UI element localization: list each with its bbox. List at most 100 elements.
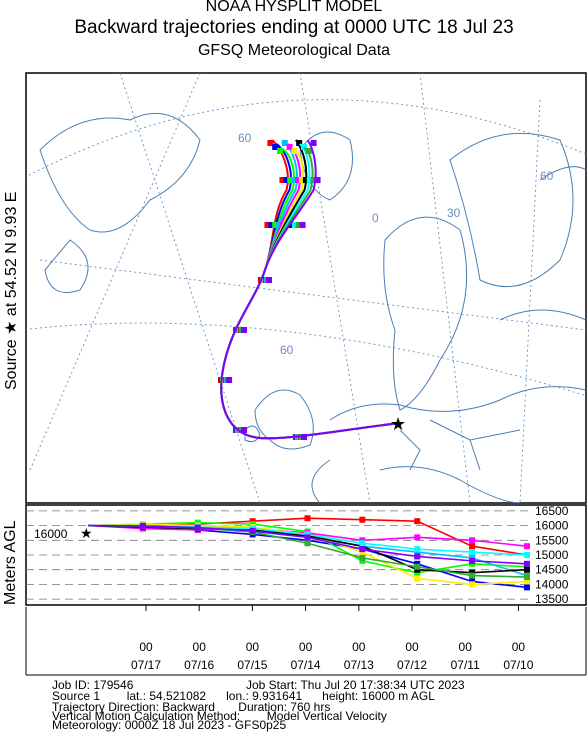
vertical-method-info: Vertical Motion Calculation Method: Mode… [52,709,387,723]
height-series-point [414,575,421,582]
map-series-point [272,222,279,228]
start-height-label: 16000 [34,527,68,541]
source-star-map: ★ [390,414,406,435]
height-series-point [414,534,421,541]
time-axis: 00 07/17 00 07/16 00 07/15 00 07/14 00 07/13 00 07/… [25,605,587,676]
height-series-point [249,527,256,534]
map-series-point [291,177,298,183]
title-line-3: GFSQ Meteorological Data [197,42,391,59]
height-series-point [414,553,421,560]
map-series-point [310,177,317,183]
source-info: Source 1 lat.: 54.521082 lon.: 9.931641 … [52,689,435,703]
height-series-point [414,546,421,553]
time-tick-date: 07/15 [237,658,267,672]
height-series-point [523,552,530,558]
map-series-point [267,140,274,146]
height-series-point [359,516,366,523]
height-series-point [304,540,311,547]
height-series-point [194,524,201,531]
height-tick-label: 16000 [535,519,569,533]
coastlines [39,112,586,503]
map-series-point [268,222,275,228]
height-series-point [469,537,476,544]
time-tick-hour: 00 [139,640,153,654]
height-tick-label: 15000 [535,548,569,562]
map-series-point [279,177,286,183]
map-series-point [272,144,279,150]
height-series-point [359,540,366,547]
time-tick-hour: 00 [459,640,473,654]
time-tick-hour: 00 [405,640,419,654]
map-panel: 60 60 0 30 60 ★ [25,72,587,504]
time-tick-hour: 00 [352,640,366,654]
time-tick-date: 07/16 [184,658,214,672]
height-series-point [469,549,476,556]
height-series-point [414,518,421,525]
map-series-point [241,327,248,333]
map-series-point [301,144,307,150]
grid-label-3: 0 [372,211,379,225]
height-series-point [304,534,311,541]
grid-label-4: 30 [447,206,461,220]
time-tick-labels: 00 07/17 00 07/16 00 07/15 00 07/14 00 07/13 00 07/… [131,605,534,672]
grid-label-1: 60 [238,131,252,145]
height-tick-label: 14500 [535,563,569,577]
map-series-point [296,140,303,146]
height-series-point [523,584,530,591]
map-series-point [314,177,321,183]
map-series-point [283,177,290,183]
map-series-point [226,377,233,383]
height-series-point [523,543,530,550]
map-series-point [291,148,298,154]
map-series-point [281,140,288,146]
height-series-point [469,543,476,550]
map-series-point [298,177,305,183]
height-series-point [523,578,530,585]
direction-info: Trajectory Direction: Backward Duration:… [52,700,331,714]
height-tick-label: 14000 [535,577,569,591]
height-series-point [523,560,530,567]
map-series-point [299,222,306,228]
map-series-point [295,177,302,183]
time-tick-date: 07/14 [291,658,321,672]
map-series-point [241,427,248,433]
height-tick-label: 16500 [535,504,569,518]
map-series-point [291,222,298,228]
meteorology-info: Meteorology: 0000Z 18 Jul 2023 - GFS0p25 [52,718,287,732]
map-trajectories [217,139,401,440]
map-series-line [220,139,401,440]
map-series-point [264,222,271,228]
time-tick-date: 07/13 [344,658,374,672]
time-tick-hour: 00 [193,640,207,654]
height-series-point [469,581,476,588]
job-start: Job Start: Thu Jul 20 17:38:34 UTC 2023 [246,678,465,692]
map-series-point [287,222,294,228]
map-series-point [266,277,273,283]
map-series-point [305,148,312,154]
height-series-point [523,566,530,573]
time-tick-hour: 00 [299,640,313,654]
grid-label-2: 60 [280,343,294,357]
grid-label-5: 60 [540,169,554,183]
height-tick-label: 15500 [535,533,569,547]
time-tick-hour: 00 [246,640,260,654]
time-tick-date: 07/10 [503,658,533,672]
job-id: Job ID: 179546 [52,678,134,692]
source-star-height: ★ [80,526,93,542]
map-series-point [310,140,317,146]
map-series-point [295,222,302,228]
height-tick-label: 13500 [535,592,569,606]
time-tick-date: 07/11 [451,658,480,672]
height-series-point [469,557,476,564]
map-series-point [286,144,293,150]
time-tick-date: 07/12 [397,658,427,672]
height-series-point [523,574,530,581]
map-series-point [301,434,308,440]
height-series-point [359,546,366,553]
height-series-point [414,563,421,570]
height-series-point [139,522,146,529]
height-series-point [304,515,311,522]
